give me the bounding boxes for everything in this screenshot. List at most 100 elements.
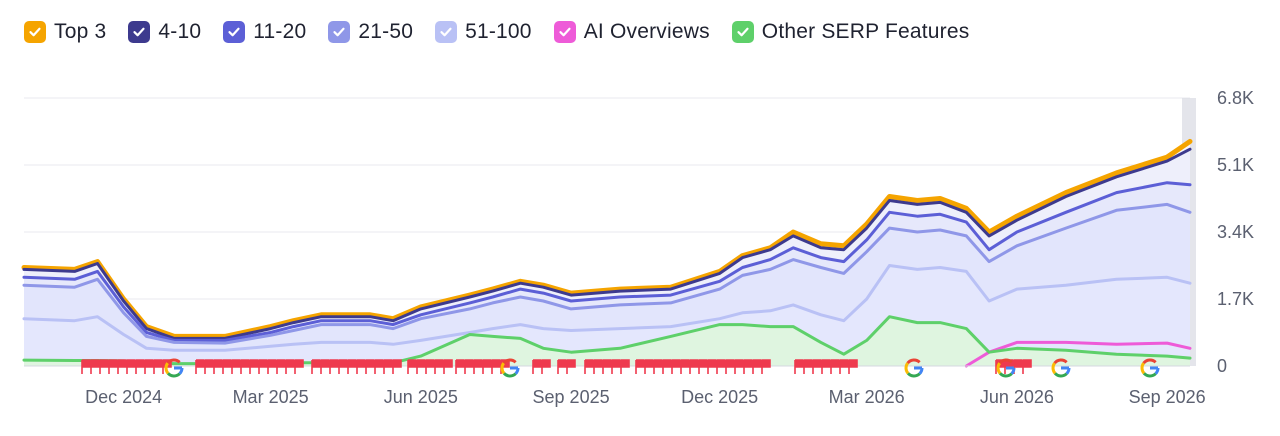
flag-shape: [416, 359, 426, 374]
update-flag-icon: [135, 359, 145, 374]
flag-shape: [491, 359, 501, 374]
checkmark-icon[interactable]: [328, 21, 351, 43]
flag-shape: [794, 359, 804, 374]
legend-label: Other SERP Features: [761, 20, 970, 43]
google-arc: [904, 362, 910, 375]
flag-shape: [482, 359, 492, 374]
flag-shape: [425, 359, 435, 374]
google-update-icon[interactable]: [1140, 358, 1160, 378]
flag-shape: [662, 359, 672, 374]
google-update-icon[interactable]: [164, 358, 184, 378]
flag-shape: [135, 359, 145, 374]
flag-shape: [611, 359, 621, 374]
update-flag-icon: [644, 359, 654, 374]
flag-shape: [392, 359, 402, 374]
update-flag-icon: [848, 359, 858, 374]
google-arc: [502, 358, 517, 365]
flag-shape: [434, 359, 444, 374]
legend-item-11-20[interactable]: 11-20: [223, 20, 306, 44]
flag-shape: [671, 359, 681, 374]
flag-shape: [249, 359, 259, 374]
legend-item-4-10[interactable]: 4-10: [128, 20, 201, 44]
google-arc: [166, 358, 181, 365]
google-arc: [906, 372, 921, 378]
update-flag-icon: [195, 359, 205, 374]
legend-item-51-100[interactable]: 51-100: [435, 20, 532, 44]
flag-shape: [689, 359, 699, 374]
update-flag-icon: [761, 359, 771, 374]
update-flag-icon: [285, 359, 295, 374]
update-flag-icon: [443, 359, 453, 374]
google-update-icon[interactable]: [904, 358, 924, 378]
update-flag-icon: [347, 359, 357, 374]
x-tick-label: Jun 2026: [980, 387, 1054, 407]
flag-shape: [734, 359, 744, 374]
update-flag-icon: [541, 359, 551, 374]
flag-shape: [566, 359, 576, 374]
google-update-icon[interactable]: [1051, 358, 1071, 378]
legend: Top 3 4-10 11-20 21-50 51-100 AI Overviews Oth…: [24, 20, 991, 44]
checkmark-icon[interactable]: [223, 21, 246, 43]
flag-shape: [532, 359, 542, 374]
legend-label: 21-50: [358, 20, 414, 43]
y-tick-label: 0: [1217, 356, 1227, 376]
y-tick-label: 3.4K: [1217, 222, 1254, 242]
legend-item-top-3[interactable]: Top 3: [24, 20, 106, 44]
flag-shape: [267, 359, 277, 374]
flag-shape: [839, 359, 849, 374]
checkmark-icon[interactable]: [435, 21, 458, 43]
flag-shape: [620, 359, 630, 374]
flag-shape: [144, 359, 154, 374]
flag-shape: [1013, 359, 1023, 374]
flag-shape: [153, 359, 163, 374]
flag-shape: [752, 359, 762, 374]
checkmark-icon[interactable]: [24, 21, 46, 43]
google-arc: [1142, 372, 1157, 378]
legend-item-ai-overviews[interactable]: AI Overviews: [553, 20, 710, 44]
flag-shape: [473, 359, 483, 374]
update-flag-icon: [698, 359, 708, 374]
flag-shape: [276, 359, 286, 374]
update-flag-icon: [707, 359, 717, 374]
checkmark-icon[interactable]: [128, 21, 151, 43]
flag-shape: [653, 359, 663, 374]
google-arc: [1053, 358, 1068, 365]
flag-shape: [374, 359, 384, 374]
x-tick-label: Dec 2025: [681, 387, 758, 407]
flag-shape: [455, 359, 465, 374]
update-flag-icon: [231, 359, 241, 374]
google-update-icon[interactable]: [996, 358, 1016, 378]
google-arc: [998, 358, 1013, 365]
update-flag-icon: [117, 359, 127, 374]
flag-shape: [108, 359, 118, 374]
x-tick-label: Sep 2025: [533, 387, 610, 407]
flag-shape: [204, 359, 214, 374]
checkmark-icon[interactable]: [731, 21, 754, 43]
flag-shape: [557, 359, 567, 374]
y-tick-label: 1.7K: [1217, 289, 1254, 309]
legend-item-21-50[interactable]: 21-50: [328, 20, 413, 44]
flag-shape: [584, 359, 594, 374]
update-flag-icon: [311, 359, 321, 374]
update-flag-icon: [566, 359, 576, 374]
series-line-51-100: [22, 264, 1192, 352]
flag-shape: [821, 359, 831, 374]
flag-shape: [117, 359, 127, 374]
update-flag-icon: [213, 359, 223, 374]
flag-shape: [231, 359, 241, 374]
update-flag-icon: [611, 359, 621, 374]
flag-shape: [99, 359, 109, 374]
update-flag-icon: [725, 359, 735, 374]
google-arc: [1053, 372, 1068, 378]
google-update-icon[interactable]: [500, 358, 520, 378]
legend-item-other-serp-features[interactable]: Other SERP Features: [731, 20, 970, 44]
update-flag-icon: [734, 359, 744, 374]
update-flag-icon: [830, 359, 840, 374]
update-flag-icon: [455, 359, 465, 374]
flag-shape: [81, 359, 91, 374]
flag-shape: [761, 359, 771, 374]
legend-label: 11-20: [253, 20, 307, 43]
checkmark-icon[interactable]: [553, 21, 576, 43]
update-flag-icon: [407, 359, 417, 374]
